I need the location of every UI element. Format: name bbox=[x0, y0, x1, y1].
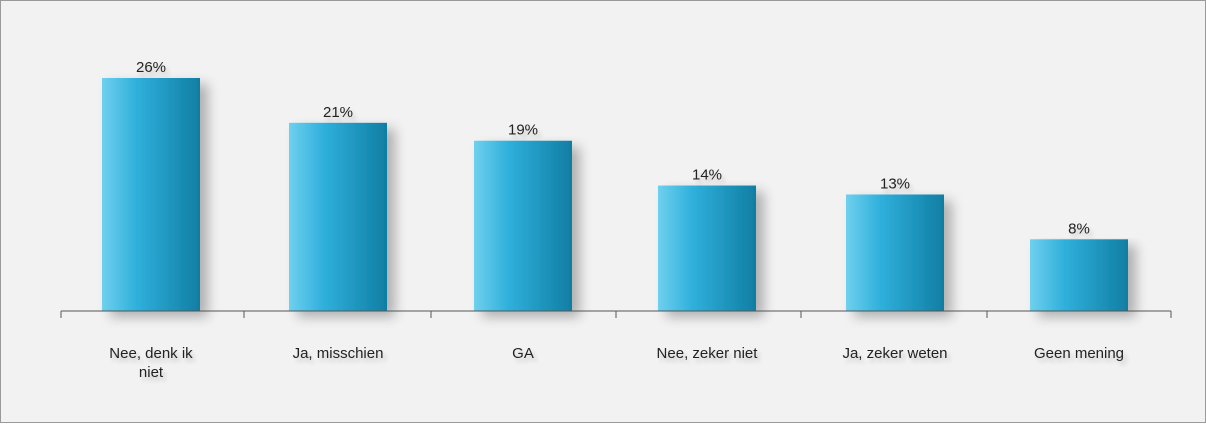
value-label-5: 13% bbox=[880, 176, 910, 193]
value-label-3: 19% bbox=[508, 122, 538, 139]
category-label-line: Nee, denk ik bbox=[109, 345, 193, 362]
bar-5 bbox=[846, 194, 944, 311]
value-label-6: 8% bbox=[1068, 220, 1090, 237]
category-label-3: GA bbox=[512, 345, 534, 362]
category-label-line: Ja, misschien bbox=[293, 345, 384, 362]
bars-group bbox=[102, 78, 1128, 311]
category-label-2: Ja, misschien bbox=[293, 345, 384, 362]
bar-3 bbox=[474, 140, 572, 311]
category-labels-group: Nee, denk ik niet Ja, misschien GA Nee, zeke… bbox=[109, 345, 1124, 381]
bar-6 bbox=[1030, 239, 1128, 311]
value-label-2: 21% bbox=[323, 104, 353, 121]
category-label-line: Geen mening bbox=[1034, 345, 1124, 362]
category-label-line: GA bbox=[512, 345, 534, 362]
category-label-5: Ja, zeker weten bbox=[842, 345, 947, 362]
x-axis bbox=[60, 310, 1172, 318]
bar-2 bbox=[289, 122, 387, 311]
category-label-1: Nee, denk ik niet bbox=[109, 345, 193, 381]
value-labels-group: 26% 21% 19% 14% 13% 8% bbox=[136, 59, 1090, 237]
value-label-1: 26% bbox=[136, 59, 166, 76]
category-label-line: Ja, zeker weten bbox=[842, 345, 947, 362]
value-label-4: 14% bbox=[692, 167, 722, 184]
bar-1 bbox=[102, 78, 200, 311]
bar-4 bbox=[658, 185, 756, 311]
category-label-6: Geen mening bbox=[1034, 345, 1124, 362]
category-label-line: niet bbox=[139, 364, 164, 381]
category-label-line: Nee, zeker niet bbox=[657, 345, 759, 362]
category-label-4: Nee, zeker niet bbox=[657, 345, 759, 362]
